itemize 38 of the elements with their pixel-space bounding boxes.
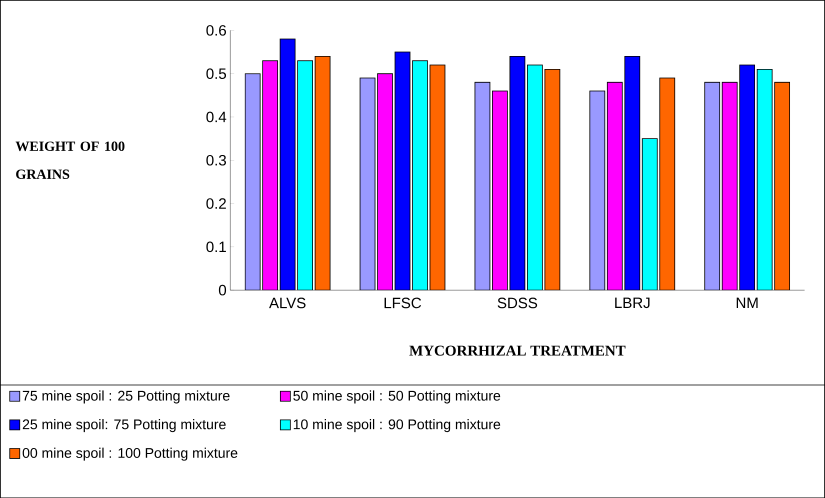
bar	[704, 82, 720, 290]
bar	[360, 77, 376, 290]
bar	[739, 64, 756, 290]
x-tick-label: LBRJ	[615, 297, 650, 308]
y-tick-label: 0.5	[206, 68, 226, 79]
bar	[510, 56, 526, 290]
y-tick-label: 0	[218, 284, 226, 296]
legend-label: 75 mine spoil : 25 Potting mixture	[22, 390, 230, 404]
x-axis-title: MYCORRHIZAL TREATMENT	[409, 345, 626, 356]
y-tick-label: 0.4	[206, 111, 226, 122]
legend-label: 25 mine spoil: 75 Potting mixture	[22, 418, 226, 432]
bar	[642, 138, 658, 290]
bar	[474, 82, 490, 290]
x-tick-label: SDSS	[498, 297, 538, 308]
bar	[722, 82, 738, 290]
bar	[624, 56, 640, 290]
x-tick-label: ALVS	[269, 297, 306, 308]
y-tick-label: 0.1	[206, 241, 226, 252]
bar	[774, 82, 790, 290]
bar	[280, 38, 296, 290]
legend-label: 10 mine spoil : 90 Potting mixture	[294, 418, 500, 432]
bar	[430, 64, 446, 290]
bar	[606, 82, 623, 290]
y-tick-label: 0.2	[206, 198, 226, 209]
bar	[314, 56, 330, 290]
y-tick-label: 0.6	[206, 24, 226, 36]
legend-label: 00 mine spoil : 100 Potting mixture	[22, 447, 238, 461]
x-tick-label: LFSC	[384, 297, 422, 308]
x-tick-label: NM	[736, 297, 758, 308]
bar	[659, 77, 676, 290]
text: WEIGHT OF 100 GRAINS	[16, 141, 124, 179]
bar	[544, 68, 560, 290]
legend-label: 50 mine spoil : 50 Potting mixture	[293, 390, 500, 404]
bar	[394, 51, 410, 290]
y-tick-label: 0.3	[206, 154, 226, 166]
bar	[589, 90, 606, 290]
bar	[244, 73, 261, 290]
bar	[756, 68, 773, 290]
